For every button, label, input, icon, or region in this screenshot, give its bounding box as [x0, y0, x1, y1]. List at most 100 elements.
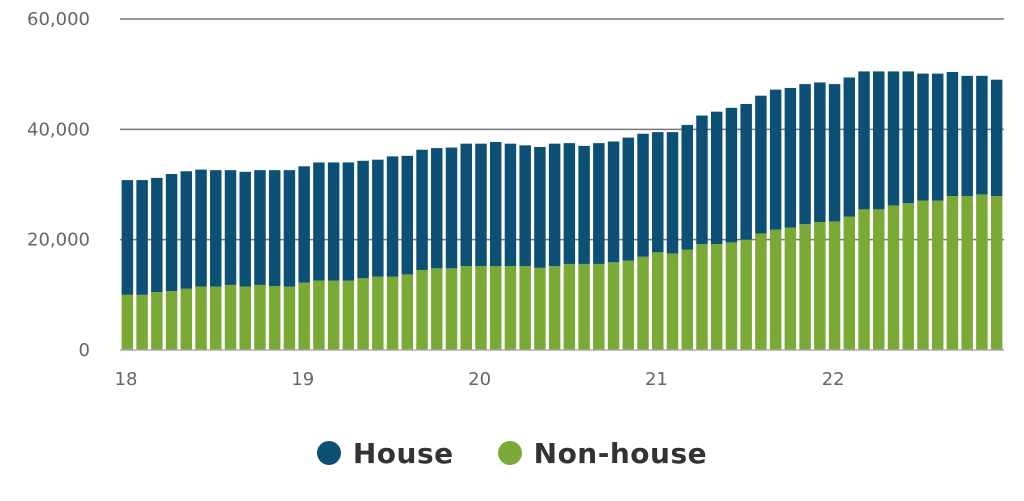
bar-house-2 [151, 177, 163, 293]
bar-house-44 [769, 89, 782, 230]
bar-house-9 [254, 170, 266, 285]
bar-non-house-28 [534, 267, 546, 350]
bar-house-36 [652, 132, 664, 253]
bar-house-53 [902, 71, 914, 204]
bar-house-50 [858, 71, 870, 210]
bar-house-54 [917, 73, 929, 201]
gridlines [120, 18, 1004, 241]
bar-non-house-29 [548, 266, 561, 350]
bar-house-30 [563, 143, 576, 264]
legend-swatch-non-house [497, 441, 522, 465]
bar-house-43 [755, 95, 767, 234]
bar-non-house-49 [843, 216, 856, 350]
bar-house-11 [283, 170, 296, 287]
bar-house-39 [696, 115, 708, 245]
bar-non-house-2 [151, 292, 163, 350]
bar-non-house-43 [755, 233, 767, 350]
legend-label-non-house: Non-house [533, 436, 708, 470]
bar-non-house-22 [445, 268, 458, 350]
bar-non-house-34 [622, 260, 635, 350]
bar-house-58 [976, 75, 988, 195]
legend: House Non-house [0, 428, 1024, 478]
x-tick-label-21: 21 [645, 369, 668, 390]
bar-non-house-7 [224, 284, 237, 350]
bar-non-house-35 [637, 256, 649, 350]
bar-non-house-41 [725, 242, 738, 350]
bar-house-41 [725, 107, 738, 243]
bar-non-house-5 [195, 286, 207, 350]
bar-house-47 [814, 82, 826, 223]
bar-house-56 [946, 71, 959, 197]
bar-non-house-39 [696, 244, 708, 350]
legend-item-house[interactable]: House [316, 436, 454, 470]
bar-house-49 [843, 77, 856, 217]
bar-house-15 [342, 162, 355, 281]
bar-house-4 [180, 171, 193, 289]
bar-house-21 [431, 148, 443, 269]
legend-label-house: House [352, 436, 454, 470]
x-axis-labels: 18 19 20 21 22 [115, 369, 845, 390]
bar-non-house-51 [873, 209, 885, 350]
y-tick-label-20000: 20,000 [27, 230, 90, 251]
bar-house-31 [578, 145, 590, 264]
bar-house-1 [136, 180, 148, 295]
bar-house-32 [593, 143, 605, 264]
bar-non-house-16 [357, 278, 369, 350]
bar-non-house-13 [313, 280, 325, 350]
bar-house-22 [445, 147, 458, 269]
bar-house-46 [799, 84, 811, 225]
bar-house-8 [239, 171, 251, 287]
bar-non-house-9 [254, 284, 266, 350]
bar-non-house-26 [504, 266, 517, 350]
x-tick-label-20: 20 [468, 369, 491, 390]
bar-non-house-24 [475, 266, 487, 350]
x-tick-label-22: 22 [822, 369, 845, 390]
bar-non-house-45 [784, 227, 797, 350]
bar-non-house-38 [681, 249, 693, 350]
bar-non-house-58 [976, 194, 988, 350]
bar-non-house-50 [858, 209, 870, 350]
bar-non-house-44 [769, 229, 782, 350]
bar-house-5 [195, 169, 207, 287]
bar-house-7 [224, 170, 237, 285]
y-axis-labels: 0 20,000 40,000 60,000 [27, 9, 90, 361]
bar-non-house-52 [887, 205, 900, 350]
bar-non-house-4 [180, 288, 193, 350]
bar-house-59 [990, 79, 1003, 197]
bar-non-house-14 [327, 280, 340, 350]
bar-non-house-59 [990, 196, 1003, 350]
bar-non-house-48 [828, 221, 841, 350]
y-tick-label-0: 0 [79, 340, 90, 361]
bar-non-house-11 [283, 286, 296, 350]
bar-house-18 [386, 156, 399, 277]
bar-house-10 [268, 170, 281, 287]
bar-house-13 [313, 162, 325, 281]
bar-house-52 [887, 71, 900, 206]
bars [121, 71, 1003, 350]
legend-item-non-house[interactable]: Non-house [497, 436, 708, 470]
bar-non-house-17 [372, 276, 384, 350]
bar-non-house-46 [799, 224, 811, 350]
bar-house-17 [372, 159, 384, 277]
bar-house-29 [548, 143, 561, 267]
bar-non-house-0 [121, 294, 134, 350]
bar-non-house-18 [386, 276, 399, 350]
bar-house-6 [210, 170, 222, 287]
bar-house-42 [740, 103, 752, 240]
bar-non-house-32 [593, 263, 605, 350]
bar-non-house-27 [519, 266, 531, 350]
bar-house-24 [475, 143, 487, 267]
bar-house-45 [784, 87, 797, 228]
bar-non-house-20 [416, 270, 428, 350]
bar-house-34 [622, 137, 635, 261]
bar-house-3 [165, 174, 178, 291]
bar-non-house-21 [431, 268, 443, 350]
bar-non-house-37 [666, 253, 679, 350]
bar-non-house-15 [342, 280, 355, 350]
bar-house-48 [828, 84, 841, 222]
bar-house-0 [121, 180, 134, 295]
bar-non-house-55 [931, 200, 944, 350]
bar-non-house-19 [401, 274, 414, 350]
x-tick-label-19: 19 [291, 369, 314, 390]
bar-house-40 [710, 111, 723, 245]
